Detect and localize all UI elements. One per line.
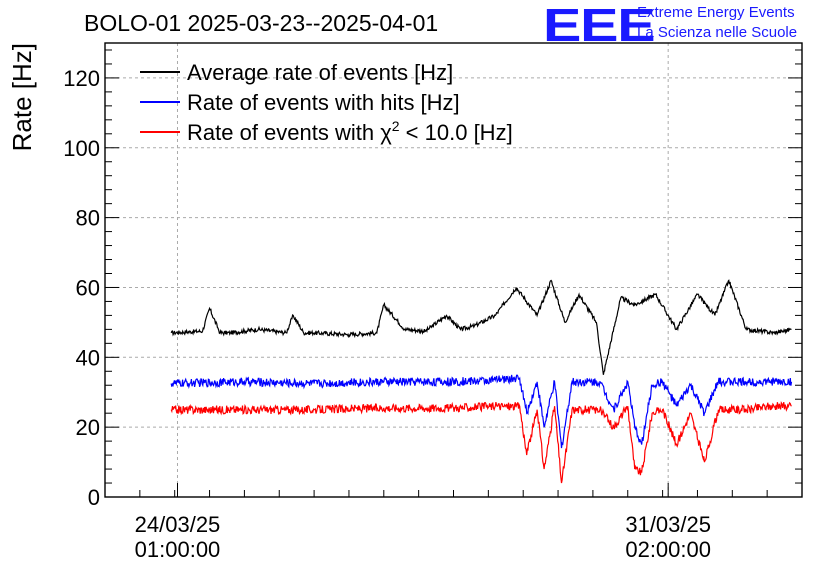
chart-title: BOLO-01 2025-03-23--2025-04-01 [84, 10, 439, 36]
y-tick-label: 120 [63, 66, 100, 91]
legend-label-3: Rate of events with χ2 < 10.0 [Hz] [187, 118, 513, 145]
x-tick-label-date: 31/03/25 [625, 512, 711, 537]
legend-label-1: Average rate of events [Hz] [187, 60, 453, 85]
series-line-1 [170, 279, 792, 375]
y-tick-label: 20 [76, 415, 100, 440]
y-tick-label: 0 [88, 485, 100, 510]
y-tick-label: 100 [63, 136, 100, 161]
y-axis-label: Rate [Hz] [7, 43, 37, 151]
logo-line-1: Extreme Energy Events [637, 4, 795, 21]
x-tick-label-date: 24/03/25 [135, 512, 221, 537]
x-tick-label-time: 01:00:00 [135, 537, 221, 562]
series-line-2 [170, 374, 793, 449]
legend-label-2: Rate of events with hits [Hz] [187, 90, 460, 115]
y-tick-label: 80 [76, 206, 100, 231]
x-tick-label-time: 02:00:00 [625, 537, 711, 562]
eee-logo: EEE [543, 0, 656, 51]
y-tick-label: 40 [76, 345, 100, 370]
series-line-3 [170, 401, 792, 484]
logo-line-2: La Scienza nelle Scuole [637, 24, 798, 41]
y-tick-label: 60 [76, 275, 100, 300]
